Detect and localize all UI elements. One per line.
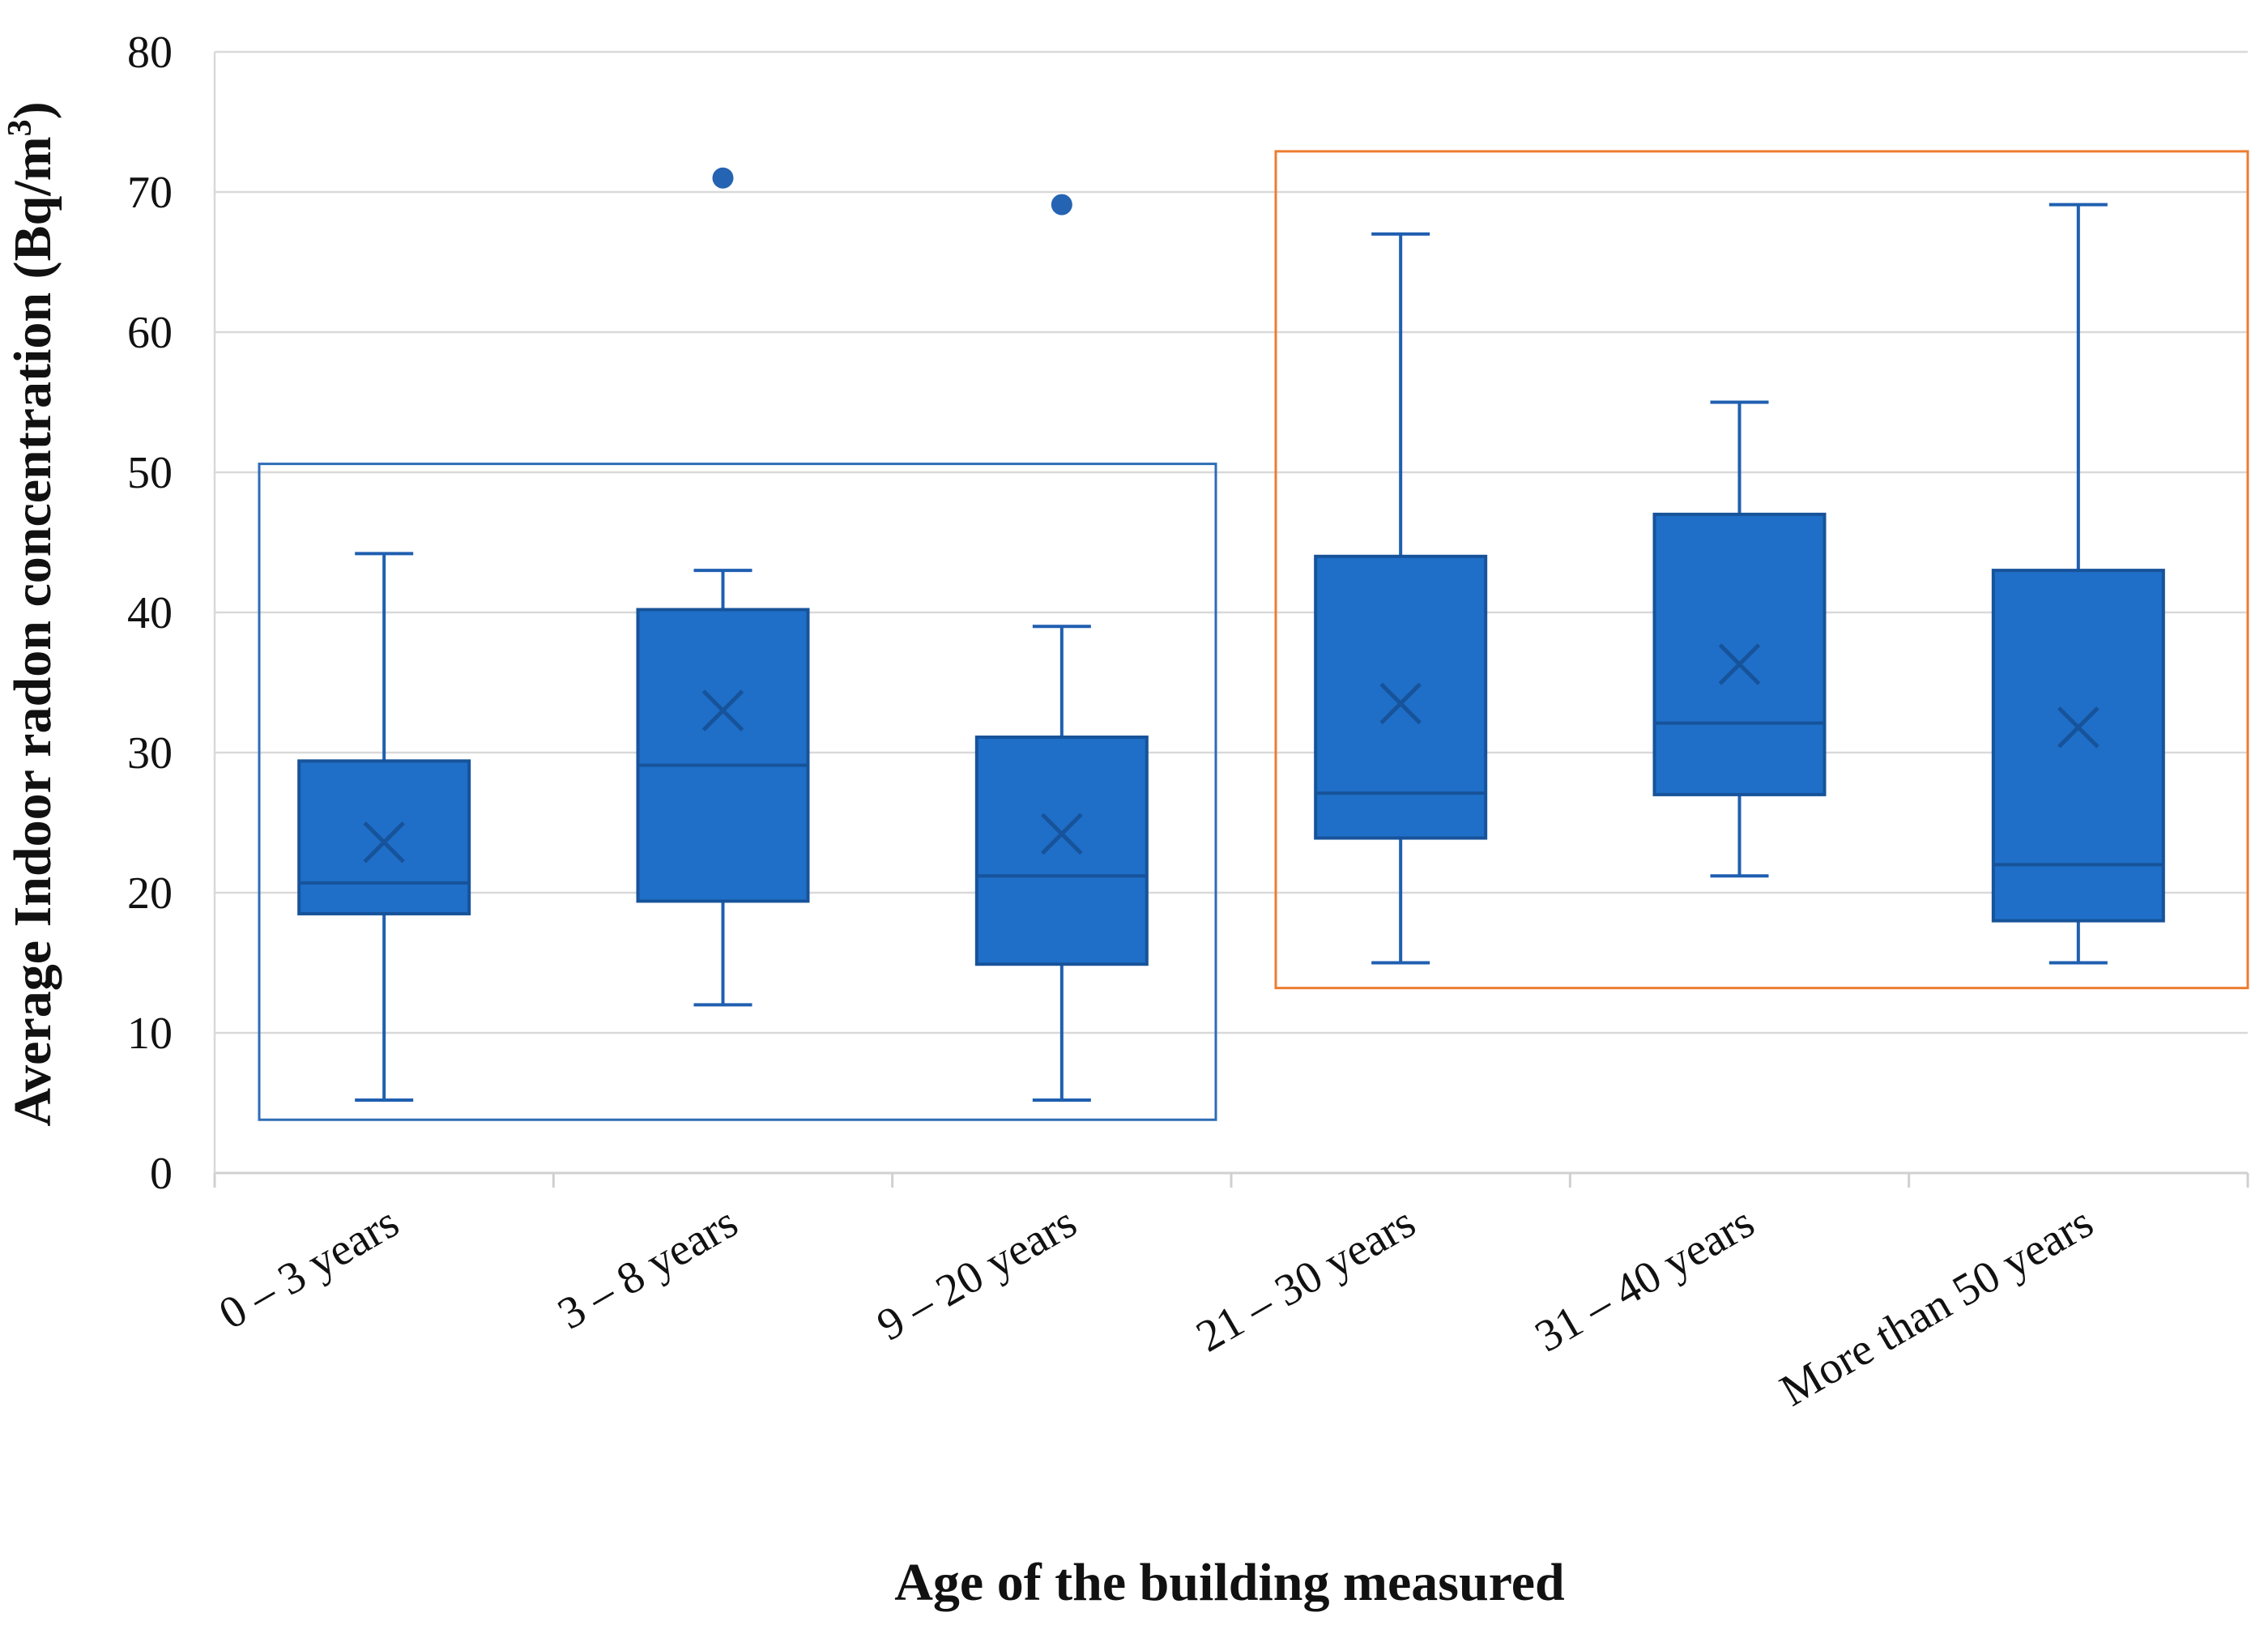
mean-marker: [701, 689, 744, 732]
y-axis-title: Average Indoor radon concentration (Bq/m…: [2, 101, 62, 1126]
mean-marker: [1041, 813, 1083, 855]
boxes: [297, 167, 2165, 1103]
x-tick-label: More than 50 years: [1772, 1197, 2102, 1417]
y-tick-label: 50: [127, 448, 173, 498]
y-axis-title-end: ): [3, 101, 62, 119]
x-tick-label: 21 – 30 years: [1188, 1197, 1424, 1363]
box: [1991, 569, 2165, 923]
y-tick-label: 40: [127, 588, 173, 638]
outlier-point: [1051, 194, 1072, 215]
mean-marker: [363, 821, 405, 864]
group-frame: [1274, 150, 2249, 990]
box: [974, 735, 1149, 966]
box: [1314, 554, 1488, 840]
y-tick-label: 80: [127, 28, 173, 78]
box: [1652, 512, 1827, 796]
y-axis-title-main: Average Indoor radon concentration (Bq/m: [3, 136, 62, 1126]
box: [297, 759, 471, 915]
x-tick-label: 31 – 40 years: [1527, 1197, 1763, 1363]
y-tick-label: 70: [127, 168, 173, 218]
y-axis-title-superscript: 3: [2, 119, 39, 136]
x-axis-ticks: 0 – 3 years 3 – 8 years 9 – 20 years 21 – 3…: [211, 1197, 2101, 1417]
y-tick-label: 30: [127, 728, 173, 778]
group-frames: [258, 150, 2249, 1121]
gridlines: [213, 50, 2249, 1188]
y-axis-ticks: 0 10 20 30 40 50 60 70 80: [127, 28, 173, 1199]
mean-marker: [1718, 643, 1761, 685]
x-tick-label: 3 – 8 years: [550, 1197, 746, 1340]
group-frame: [258, 463, 1217, 1121]
y-tick-label: 60: [127, 308, 173, 358]
x-tick-label: 9 – 20 years: [869, 1197, 1085, 1351]
x-tick-label: 0 – 3 years: [211, 1197, 407, 1340]
y-tick-label: 20: [127, 868, 173, 919]
outlier-point: [712, 167, 734, 189]
mean-marker: [1379, 682, 1422, 725]
box: [636, 608, 810, 903]
mean-marker: [2057, 706, 2100, 749]
y-tick-label: 0: [150, 1149, 173, 1199]
y-tick-label: 10: [127, 1009, 173, 1059]
x-axis-title: Age of the building measured: [894, 1553, 1565, 1612]
